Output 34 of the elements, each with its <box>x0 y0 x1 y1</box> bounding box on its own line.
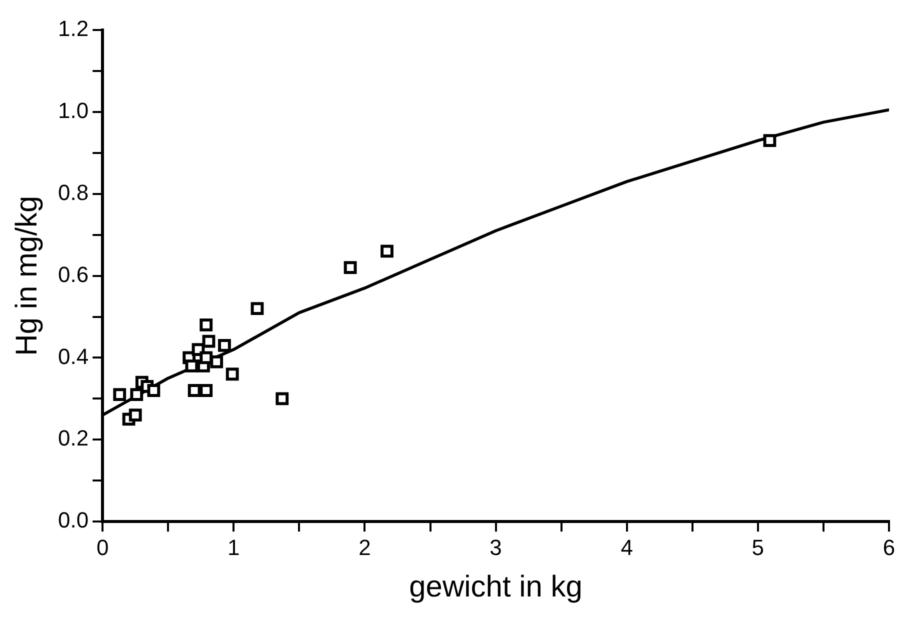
point <box>276 392 289 406</box>
point <box>128 408 142 422</box>
y-tick-label: 0.0 <box>58 508 89 533</box>
x-tick-label: 3 <box>490 534 502 560</box>
point <box>202 334 216 348</box>
y-tick-label: 1.0 <box>58 98 89 123</box>
x-tick-label: 2 <box>358 534 371 560</box>
y-tick-label: 0.6 <box>58 262 89 287</box>
point <box>200 318 213 332</box>
point <box>130 388 144 402</box>
x-tick-label: 4 <box>620 534 633 560</box>
point <box>185 359 198 372</box>
x-tick-label: 6 <box>882 534 896 560</box>
point <box>218 338 231 352</box>
y-tick-label: 0.8 <box>58 180 89 205</box>
y-axis-title: Hg in mg/kg <box>10 196 44 356</box>
point <box>226 368 239 381</box>
point <box>200 384 213 397</box>
y-tick-label: 0.4 <box>58 344 89 369</box>
point <box>250 302 264 316</box>
point <box>188 384 201 397</box>
x-tick-label: 1 <box>228 534 240 560</box>
x-axis-title: gewicht in kg <box>409 570 583 604</box>
point <box>147 384 160 397</box>
y-tick-label: 0.2 <box>58 426 89 451</box>
point <box>344 261 357 274</box>
point <box>210 355 224 368</box>
y-tick-label: 1.2 <box>58 16 89 42</box>
point <box>763 134 776 148</box>
point <box>113 388 126 402</box>
point <box>200 351 213 364</box>
point <box>380 244 394 258</box>
x-tick-label: 0 <box>96 534 109 560</box>
x-tick-label: 5 <box>752 534 764 560</box>
